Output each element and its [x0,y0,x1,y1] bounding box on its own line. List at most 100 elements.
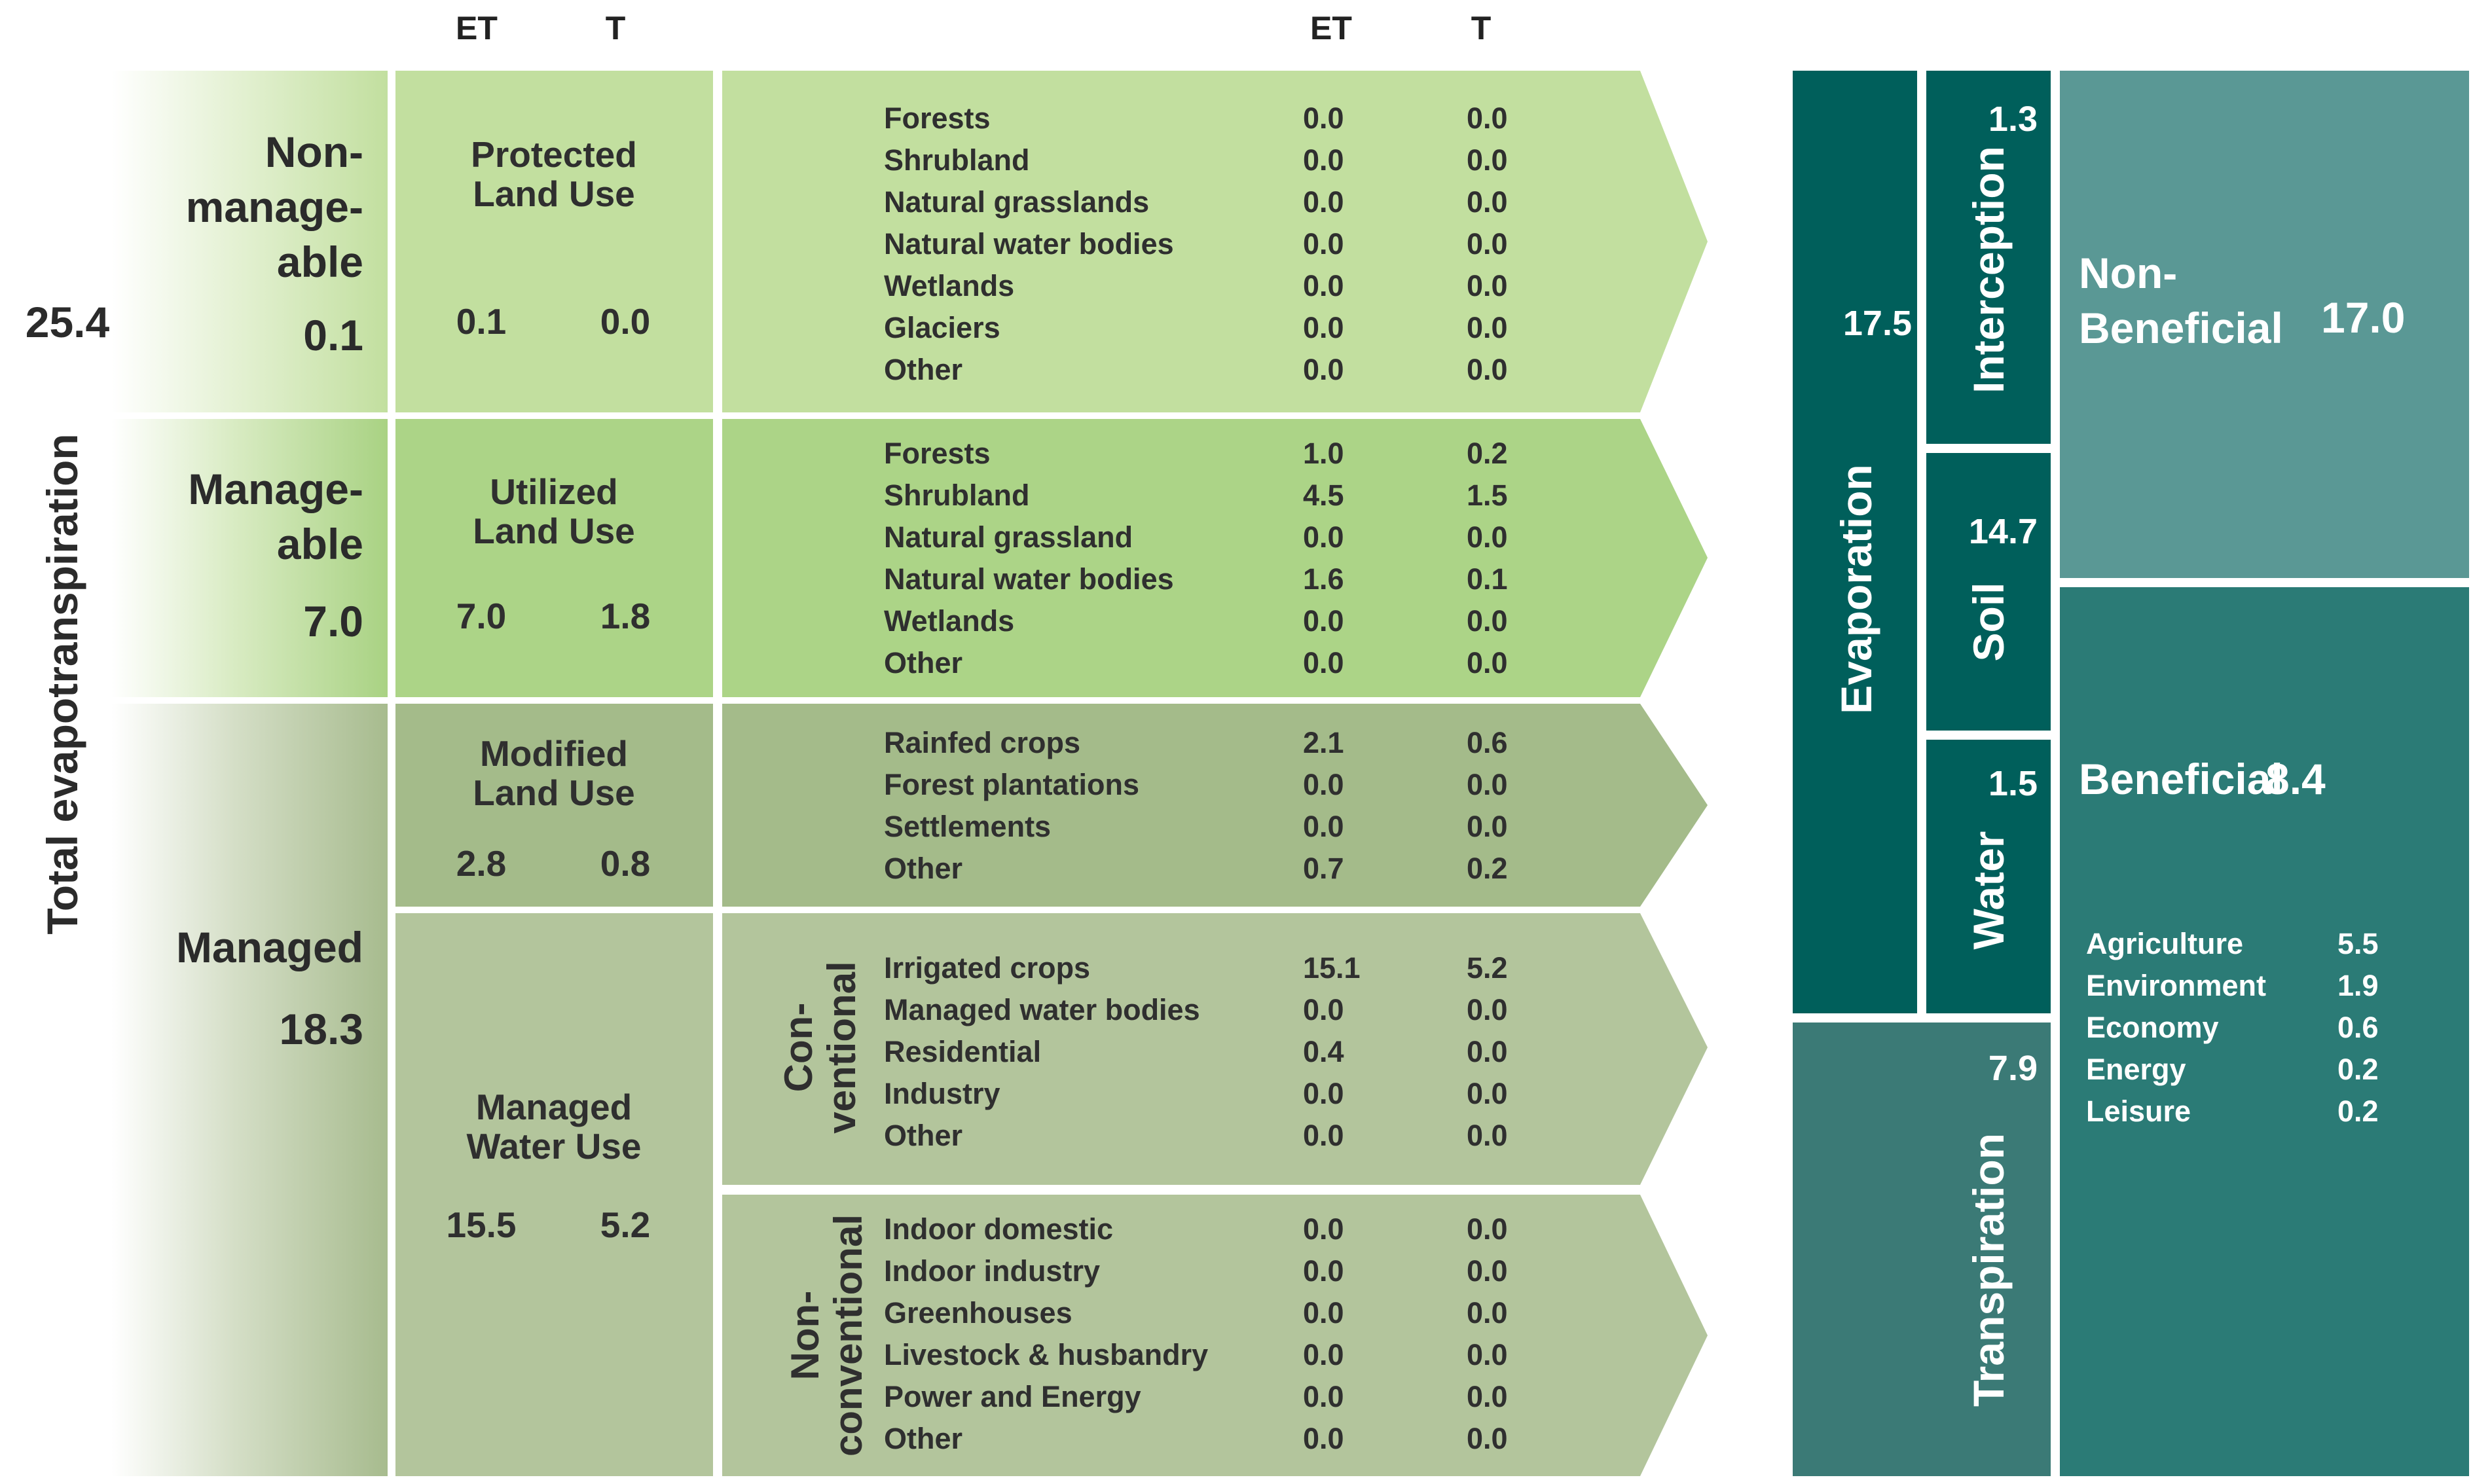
evaporation-label: Evaporation [1832,464,1880,714]
row-t-value: 0.2 [1467,852,1508,885]
row-t-value: 0.0 [1467,768,1508,801]
beneficial-item-value: 0.2 [2337,1053,2379,1086]
transpiration-value: 7.9 [1988,1049,2038,1088]
row-et-value: 0.0 [1303,1296,1344,1330]
beneficial-box [2060,587,2469,1476]
row-et-value: 2.1 [1303,726,1344,759]
row-et-value: 0.0 [1303,143,1344,177]
row-t-value: 0.0 [1467,227,1508,261]
row-et-value: 0.4 [1303,1035,1344,1068]
row-et-value: 0.0 [1303,353,1344,386]
beneficial-label: Beneficial [2079,755,2283,803]
interception-box [1926,71,2051,444]
header-et-right: ET [1310,10,1352,46]
beneficial-item-label: Energy [2086,1053,2186,1086]
soil-value: 14.7 [1969,512,2038,551]
use-label-line: Land Use [473,511,635,551]
row-label: Natural grasslands [884,185,1149,219]
beneficial-item-value: 1.9 [2337,969,2379,1002]
use-et-value: 0.1 [456,301,506,342]
use-label-line: Managed [476,1087,632,1127]
non-beneficial-box [2060,71,2469,578]
non-beneficial-value: 17.0 [2321,293,2405,342]
row-label: Greenhouses [884,1296,1072,1330]
row-et-value: 0.0 [1303,646,1344,679]
water-box [1926,740,2051,1013]
row-t-value: 0.0 [1467,101,1508,135]
use-t-value: 0.0 [600,301,650,342]
row-label: Other [884,852,962,885]
land-use-rows: Forests 0.0 0.0 Shrubland 0.0 0.0 Natural gras… [777,101,1508,1457]
beneficial-item-label: Economy [2086,1011,2219,1044]
beneficial-item-value: 5.5 [2337,927,2379,960]
row-t-value: 0.0 [1467,185,1508,219]
row-t-value: 0.0 [1467,311,1508,344]
row-t-value: 0.0 [1467,993,1508,1026]
use-label-line: Water Use [467,1126,642,1167]
row-t-value: 0.1 [1467,562,1508,596]
use-label-line: Land Use [473,173,635,214]
transpiration-label: Transpiration [1964,1133,2013,1407]
row-label: Glaciers [884,311,1000,344]
category-value: 0.1 [303,311,363,359]
row-label: Shrubland [884,479,1030,512]
use-t-value: 5.2 [600,1204,650,1245]
row-et-value: 0.0 [1303,1254,1344,1288]
row-et-value: 0.0 [1303,810,1344,843]
group-sublabel: Non-conventional [783,1214,870,1457]
soil-box [1926,453,2051,731]
row-t-value: 0.0 [1467,143,1508,177]
use-box-protected [395,71,713,412]
row-t-value: 0.0 [1467,269,1508,302]
row-label: Natural water bodies [884,562,1174,596]
row-t-value: 0.0 [1467,1296,1508,1330]
row-label: Rainfed crops [884,726,1080,759]
row-et-value: 0.0 [1303,1338,1344,1371]
row-t-value: 0.0 [1467,1338,1508,1371]
row-label: Wetlands [884,604,1014,638]
beneficial-item-value: 0.6 [2337,1011,2379,1044]
non-beneficial-label-line: Beneficial [2079,304,2283,352]
beneficial-item-label: Agriculture [2086,927,2243,960]
category-label-line: Manage- [188,465,363,513]
row-t-value: 0.0 [1467,1077,1508,1110]
row-t-value: 0.0 [1467,353,1508,386]
row-t-value: 0.0 [1467,1422,1508,1455]
row-et-value: 0.0 [1303,993,1344,1026]
header-et-left: ET [456,10,498,46]
row-label: Indoor domestic [884,1212,1113,1246]
interception-label: Interception [1964,146,2013,393]
row-t-value: 0.0 [1467,1119,1508,1152]
row-et-value: 0.0 [1303,604,1344,638]
row-label: Wetlands [884,269,1014,302]
row-et-value: 0.0 [1303,101,1344,135]
row-t-value: 0.2 [1467,437,1508,470]
beneficial-item-label: Environment [2086,969,2266,1002]
interception-value: 1.3 [1988,100,2038,139]
arrow-modified [722,704,1708,907]
soil-label: Soil [1964,582,2013,661]
row-label: Other [884,1422,962,1455]
row-label: Forests [884,437,991,470]
row-t-value: 0.0 [1467,604,1508,638]
row-t-value: 0.0 [1467,1380,1508,1413]
category-label-line: able [277,520,363,568]
row-t-value: 0.0 [1467,810,1508,843]
row-t-value: 1.5 [1467,479,1508,512]
use-t-value: 0.8 [600,843,650,884]
beneficial-value: 8.4 [2265,755,2326,803]
row-label: Natural grassland [884,520,1133,554]
category-label-line: manage- [186,183,363,231]
row-et-value: 1.6 [1303,562,1344,596]
row-label: Shrubland [884,143,1030,177]
beneficial-items: Agriculture 5.5 Environment 1.9 Economy 0.6 En… [2086,927,2379,1128]
row-label: Forests [884,101,991,135]
row-label: Residential [884,1035,1041,1068]
row-t-value: 0.0 [1467,1035,1508,1068]
row-et-value: 0.0 [1303,269,1344,302]
transpiration-box [1793,1023,2051,1476]
row-label: Indoor industry [884,1254,1100,1288]
row-et-value: 0.0 [1303,1422,1344,1455]
